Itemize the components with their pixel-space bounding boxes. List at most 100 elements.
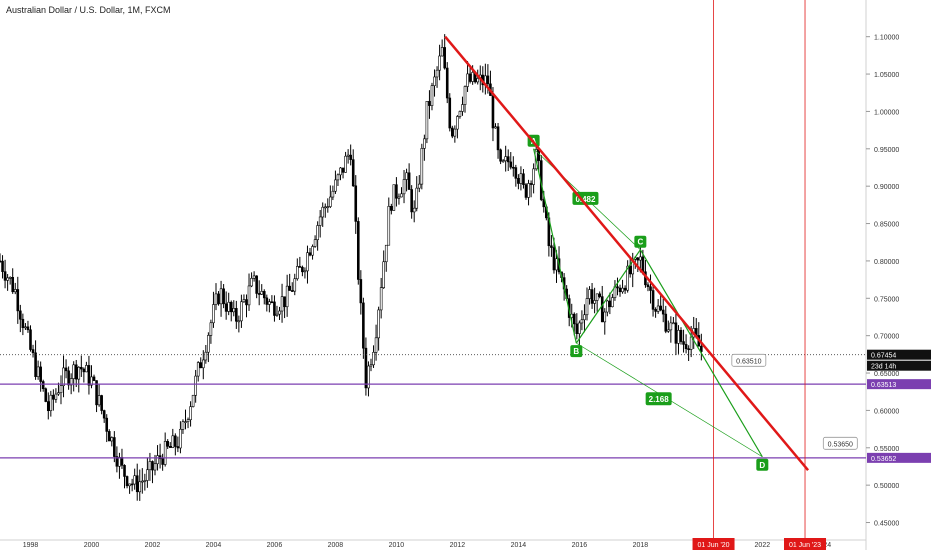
candle-body	[476, 78, 480, 83]
candle-body	[301, 266, 304, 273]
candle-body	[217, 293, 220, 305]
candle-body	[674, 322, 678, 344]
candle-body	[189, 406, 192, 421]
candle-body	[222, 288, 225, 305]
candle-body	[235, 308, 238, 322]
candle-body	[466, 73, 469, 87]
y-tick-label: 0.85000	[874, 222, 899, 229]
horizontal-level-label: 0.63513	[871, 382, 896, 389]
candle-body	[428, 101, 431, 106]
candle-body	[36, 366, 40, 377]
vertical-marker-label: 01 Jun '23	[789, 542, 821, 549]
candle-body	[682, 341, 685, 345]
candle-body	[395, 184, 398, 199]
candle-body	[616, 286, 619, 289]
candle-body	[529, 183, 533, 185]
candle-body	[417, 183, 421, 189]
candle-body	[329, 196, 332, 207]
candle-body	[456, 116, 459, 130]
candle-body	[146, 469, 149, 481]
candle-body	[21, 318, 25, 328]
candle-body	[618, 287, 622, 293]
countdown-tag	[867, 360, 931, 371]
x-tick-label: 2004	[206, 542, 222, 549]
candle-body	[354, 185, 358, 222]
candle-body	[527, 183, 530, 198]
candle-body	[209, 322, 213, 336]
candle-body	[410, 189, 413, 213]
candle-body	[519, 173, 523, 184]
candle-body	[199, 362, 203, 369]
candle-body	[44, 388, 48, 402]
candle-body	[207, 335, 210, 353]
candle-body	[191, 394, 195, 407]
candle-body	[412, 207, 416, 213]
candle-body	[293, 278, 297, 292]
candle-body	[168, 446, 172, 448]
candle-body	[346, 154, 350, 157]
candle-body	[133, 475, 136, 485]
candles-group	[0, 34, 703, 501]
candle-body	[339, 167, 342, 176]
candle-body	[130, 483, 134, 486]
candle-body	[392, 184, 396, 211]
candle-body	[323, 206, 327, 209]
candle-body	[425, 101, 429, 140]
candle-body	[423, 138, 426, 149]
candle-body	[611, 297, 614, 308]
candle-body	[486, 75, 490, 85]
candle-body	[453, 128, 457, 137]
candle-body	[593, 300, 596, 304]
candle-body	[664, 313, 668, 332]
pattern-leg	[639, 249, 763, 458]
candle-body	[232, 308, 236, 313]
candle-body	[402, 179, 406, 195]
candle-body	[240, 301, 243, 322]
candle-body	[461, 104, 464, 112]
candle-body	[377, 309, 380, 339]
candle-body	[659, 305, 662, 311]
candle-body	[298, 266, 302, 268]
candle-body	[623, 287, 627, 291]
candle-body	[270, 301, 274, 304]
price-callout-box	[731, 353, 767, 367]
candle-body	[74, 364, 78, 380]
candle-body	[397, 196, 401, 199]
x-tick-label: 2000	[84, 542, 100, 549]
candle-body	[435, 69, 439, 78]
candle-body	[69, 378, 73, 386]
candle-body	[151, 461, 154, 471]
candle-body	[364, 347, 368, 389]
candle-body	[496, 126, 500, 151]
candle-body	[372, 352, 375, 366]
candle-body	[262, 291, 266, 299]
candle-body	[600, 296, 604, 323]
candle-body	[656, 305, 660, 312]
pattern-ratio-label: 2.168	[649, 395, 670, 404]
candle-body	[100, 395, 103, 411]
candle-body	[316, 225, 319, 241]
candle-body	[125, 476, 129, 487]
candle-body	[603, 311, 607, 323]
candle-body	[115, 456, 119, 467]
candle-body	[351, 159, 355, 187]
candle-body	[626, 265, 629, 291]
candle-body	[313, 239, 317, 247]
candle-body	[176, 446, 180, 449]
candle-body	[186, 419, 190, 422]
horizontal-level-label: 0.53652	[871, 456, 896, 463]
candle-body	[651, 290, 655, 310]
y-tick-label: 0.75000	[874, 296, 899, 303]
candle-body	[62, 367, 65, 386]
y-tick-label: 0.70000	[874, 334, 899, 341]
x-tick-label: 2018	[633, 542, 649, 549]
candle-body	[318, 216, 322, 226]
candle-body	[196, 362, 200, 377]
candle-body	[468, 73, 472, 82]
candle-body	[290, 290, 294, 292]
candle-body	[356, 221, 360, 280]
x-tick-label: 2002	[145, 542, 161, 549]
